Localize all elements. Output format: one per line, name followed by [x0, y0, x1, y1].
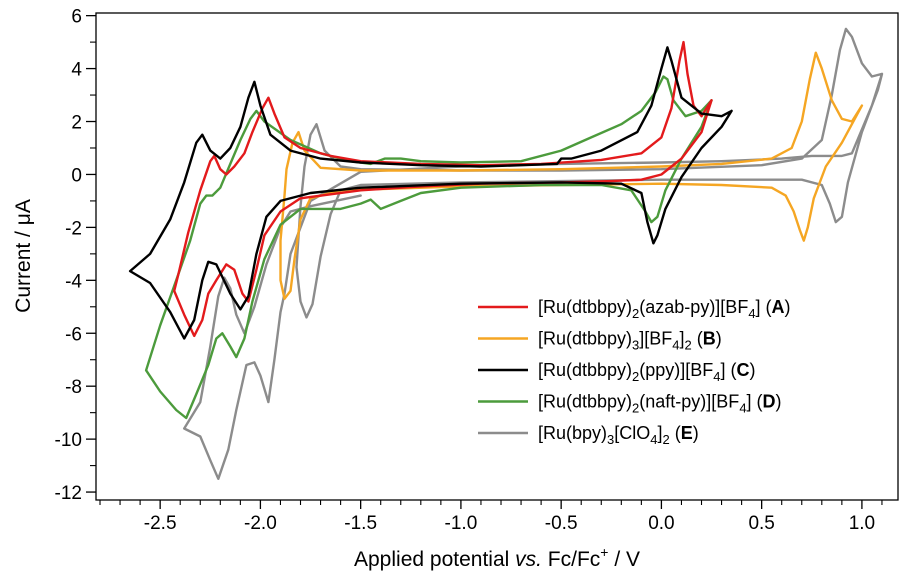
legend-text-part: 2	[632, 306, 639, 321]
legend-text-part: ][BF	[639, 329, 672, 349]
legend-label: [Ru(dtbbpy)2(naft-py)][BF4] (D)	[538, 392, 782, 416]
x-tick-label: -2.5	[144, 513, 177, 534]
legend-label: [Ru(dtbbpy)2(ppy)][BF4] (C)	[538, 360, 756, 384]
legend-text-part: 4	[748, 306, 755, 321]
legend-text-part: [Ru(dtbbpy)	[538, 329, 632, 349]
legend-text-part: 4	[713, 369, 720, 384]
plot-frame	[95, 12, 899, 501]
legend-text-part: [ClO	[614, 423, 650, 443]
legend-text-part: ] (	[747, 392, 763, 412]
y-axis-title: Current / μA	[12, 199, 35, 313]
series-line	[279, 51, 864, 300]
legend-text-part: (azab-py)][BF	[639, 297, 748, 317]
x-title-sup: +	[600, 544, 608, 560]
x-tick-label: -0.5	[545, 513, 578, 534]
legend-text-part: )	[693, 423, 699, 443]
legend-text-part: 4	[650, 432, 657, 447]
legend-text-part: [Ru(bpy)	[538, 423, 607, 443]
y-tick-label: 4	[71, 60, 82, 81]
legend-text-part: 2	[685, 338, 692, 353]
y-tick-label: -12	[55, 483, 82, 504]
series-line	[128, 46, 733, 340]
legend-text-part: (ppy)][BF	[639, 360, 713, 380]
y-tick-label: -10	[55, 430, 82, 451]
series-line	[183, 27, 884, 480]
legend: [Ru(dtbbpy)2(azab-py)][BF4] (A)[Ru(dtbbp…	[478, 297, 791, 447]
legend-text-part: )	[716, 329, 722, 349]
legend-label: [Ru(bpy)3[ClO4]2 (E)	[538, 423, 699, 447]
legend-text-part: 3	[632, 338, 639, 353]
x-title-part: / V	[608, 548, 640, 571]
legend-text-part: ] (	[756, 297, 772, 317]
x-axis-title: Applied potential vs. Fc/Fc+ / V	[354, 544, 640, 571]
y-tick-label: 0	[71, 165, 82, 186]
legend-label: [Ru(dtbbpy)2(azab-py)][BF4] (A)	[538, 297, 791, 321]
y-tick-label: -4	[65, 271, 82, 292]
legend-text-part: D	[763, 392, 776, 412]
legend-text-part: A	[772, 297, 785, 317]
y-tick-label: 6	[71, 7, 82, 28]
legend-text-part: )	[785, 297, 791, 317]
legend-text-part: ]	[680, 329, 685, 349]
x-title-part: Applied potential	[354, 548, 515, 571]
y-tick-label: 2	[71, 113, 82, 134]
x-tick-label: 1.0	[849, 513, 875, 534]
legend-text-part: )	[776, 392, 782, 412]
legend-text-part: 4	[672, 338, 679, 353]
axis-tick-labels: -2.5 -2.0 -1.5 -1.0 -0.5 0.0 0.5 1.06420-2-4-6-…	[55, 7, 876, 534]
x-title-italic: vs.	[515, 548, 542, 571]
x-tick-label: -1.0	[445, 513, 478, 534]
legend-text-part: )	[750, 360, 756, 380]
legend-text-part: (naft-py)][BF	[639, 392, 739, 412]
x-title-part: Fc/Fc	[542, 548, 600, 571]
legend-text-part: (	[670, 423, 681, 443]
legend-label: [Ru(dtbbpy)3][BF4]2 (B)	[538, 329, 722, 353]
legend-text-part: (	[692, 329, 703, 349]
legend-text-part: 2	[632, 401, 639, 416]
x-tick-label: 0.5	[748, 513, 774, 534]
y-tick-label: -6	[65, 324, 82, 345]
axis-ticks	[86, 14, 883, 509]
legend-text-part: ]	[658, 423, 663, 443]
series-line	[173, 40, 713, 338]
legend-text-part: 3	[607, 432, 614, 447]
y-tick-label: -2	[65, 218, 82, 239]
x-tick-label: -2.0	[244, 513, 277, 534]
y-tick-label: -8	[65, 377, 82, 398]
legend-text-part: 2	[663, 432, 670, 447]
legend-text-part: 2	[632, 369, 639, 384]
series-line	[144, 75, 713, 420]
legend-text-part: [Ru(dtbbpy)	[538, 360, 632, 380]
legend-text-part: [Ru(dtbbpy)	[538, 297, 632, 317]
series-group	[128, 27, 884, 480]
x-tick-label: -1.5	[344, 513, 377, 534]
legend-text-part: ] (	[721, 360, 737, 380]
legend-text-part: E	[681, 423, 693, 443]
legend-text-part: B	[703, 329, 716, 349]
x-tick-label: 0.0	[648, 513, 674, 534]
legend-text-part: 4	[739, 401, 746, 416]
legend-text-part: [Ru(dtbbpy)	[538, 392, 632, 412]
legend-text-part: C	[737, 360, 750, 380]
